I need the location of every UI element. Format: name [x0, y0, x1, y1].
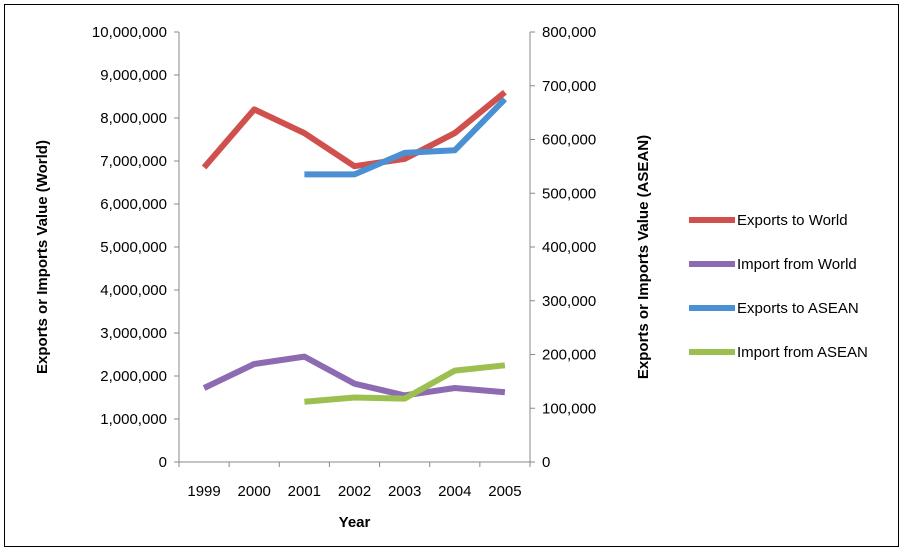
legend-label: Import from World	[737, 256, 857, 273]
left-tick-label: 0	[159, 454, 167, 471]
x-tick-label: 2003	[388, 483, 421, 500]
right-tick-label: 400,000	[542, 239, 596, 256]
left-tick-label: 7,000,000	[100, 153, 167, 170]
left-tick-label: 10,000,000	[92, 24, 167, 41]
right-tick-label: 700,000	[542, 78, 596, 95]
series-line-import-from-asean	[304, 362, 506, 405]
left-tick-label: 4,000,000	[100, 282, 167, 299]
legend-label: Exports to ASEAN	[737, 300, 859, 317]
x-tick-label: 2005	[488, 483, 521, 500]
ticks: 0 1,000,000 2,000,000 3,000,000 4,000,000 5,0…	[92, 24, 596, 500]
left-tick-label: 8,000,000	[100, 110, 167, 127]
series-lines	[201, 89, 508, 405]
left-tick-label: 9,000,000	[100, 67, 167, 84]
legend-label: Import from ASEAN	[737, 344, 868, 361]
right-tick-label: 800,000	[542, 24, 596, 41]
x-tick-label: 2004	[438, 483, 471, 500]
legend: Exports to World Import from World Exports…	[689, 212, 868, 361]
left-tick-label: 3,000,000	[100, 325, 167, 342]
series-line-exports-to-world	[201, 89, 507, 170]
line-chart: 0 1,000,000 2,000,000 3,000,000 4,000,000 5,0…	[34, 24, 868, 531]
left-tick-label: 6,000,000	[100, 196, 167, 213]
chart-frame: 0 1,000,000 2,000,000 3,000,000 4,000,000 5,0…	[4, 4, 899, 547]
x-axis-title: Year	[339, 514, 371, 531]
x-tick-label: 1999	[187, 483, 220, 500]
legend-label: Exports to World	[737, 212, 848, 229]
right-tick-label: 600,000	[542, 132, 596, 149]
right-tick-label: 0	[542, 454, 550, 471]
right-tick-label: 100,000	[542, 400, 596, 417]
series-line-import-from-world	[202, 353, 506, 399]
right-tick-label: 500,000	[542, 185, 596, 202]
series-line-exports-to-asean	[304, 97, 508, 178]
left-tick-label: 2,000,000	[100, 368, 167, 385]
left-y-axis-title: Exports or Imports Value (World)	[34, 140, 51, 374]
right-y-axis-title: Exports or Imports Value (ASEAN)	[635, 135, 652, 379]
x-tick-label: 2002	[338, 483, 371, 500]
x-tick-label: 2001	[288, 483, 321, 500]
right-tick-label: 300,000	[542, 293, 596, 310]
left-tick-label: 1,000,000	[100, 411, 167, 428]
left-tick-label: 5,000,000	[100, 239, 167, 256]
right-tick-label: 200,000	[542, 347, 596, 364]
x-tick-label: 2000	[238, 483, 271, 500]
